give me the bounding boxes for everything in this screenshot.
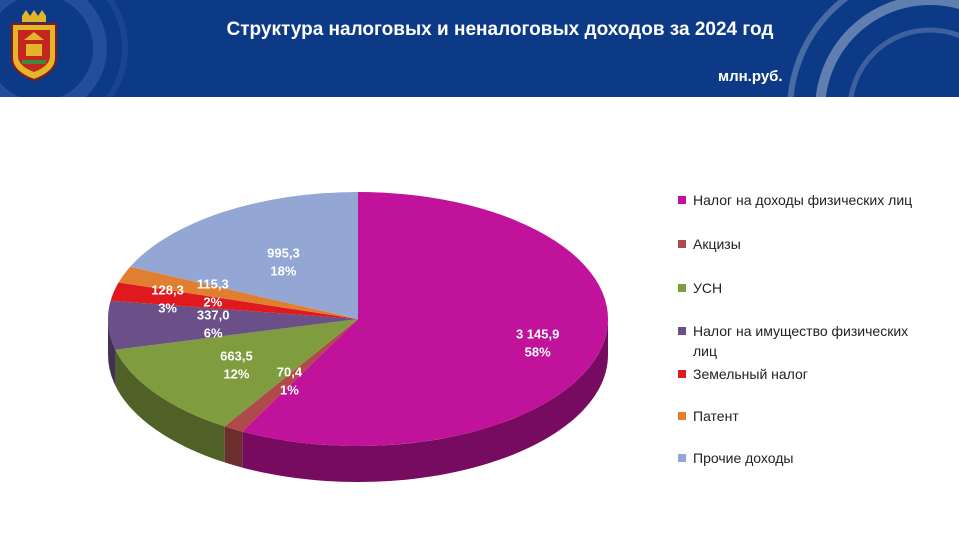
pie-slice-4: [110, 282, 358, 319]
legend-label: Налог на имущество физических лиц: [693, 323, 909, 359]
units-label: млн.руб.: [718, 68, 783, 85]
data-label-value-2: 663,5: [220, 349, 253, 364]
legend-item-property: Налог на имущество физических лиц: [678, 321, 933, 361]
data-label-percent-0: 58%: [525, 344, 551, 359]
legend-label: УСН: [693, 280, 723, 296]
legend-label: Акцизы: [693, 236, 741, 252]
data-label-percent-3: 6%: [204, 326, 223, 341]
pie-side-0: [242, 319, 608, 482]
legend-swatch: [678, 454, 686, 462]
pie-slices: [108, 192, 609, 446]
data-label-value-5: 115,3: [197, 276, 229, 291]
data-label-value-0: 3 145,9: [516, 326, 559, 341]
legend-item-patent: Патент: [678, 406, 933, 426]
legend-item-usn: УСН: [678, 278, 933, 298]
legend-swatch: [678, 412, 686, 420]
data-label-percent-4: 3%: [158, 301, 177, 316]
pie-chart: 3 145,9 58% 70,4 1% 663,5 12% 337,0 6% 128,3 3% 11…: [108, 192, 609, 482]
pie-data-labels: 3 145,9 58% 70,4 1% 663,5 12% 337,0 6% 128,3 3% 11…: [151, 245, 559, 397]
pie-side-2: [115, 349, 225, 463]
legend-swatch: [678, 327, 686, 335]
pie-slice-0: [242, 192, 609, 446]
page-title: Структура налоговых и неналоговых доходо…: [226, 19, 774, 40]
legend-swatch: [678, 196, 686, 204]
pie-slice-5: [118, 266, 359, 319]
data-label-value-4: 128,3: [151, 283, 184, 298]
legend-item-other: Прочие доходы: [678, 448, 933, 468]
legend-label: Патент: [693, 408, 739, 424]
legend-item-excise: Акцизы: [678, 234, 933, 254]
header-banner: Структура налоговых и неналоговых доходо…: [0, 0, 959, 97]
data-label-percent-2: 12%: [223, 367, 249, 382]
pie-slice-6: [130, 192, 358, 319]
coat-of-arms-logo: [11, 10, 57, 82]
legend-swatch: [678, 284, 686, 292]
pie-slice-3: [108, 300, 358, 350]
data-label-value-1: 70,4: [277, 365, 303, 380]
data-label-percent-5: 2%: [203, 294, 222, 309]
legend-item-land: Земельный налог: [678, 364, 933, 384]
data-label-value-6: 995,3: [267, 245, 300, 260]
pie-slice-1: [224, 319, 358, 432]
legend-label: Земельный налог: [693, 366, 808, 382]
legend-label: Налог на доходы физических лиц: [693, 192, 913, 208]
data-label-value-3: 337,0: [197, 308, 230, 323]
pie-sides: [108, 319, 608, 482]
data-label-percent-6: 18%: [270, 263, 296, 278]
legend-swatch: [678, 240, 686, 248]
legend-item-ndfl: Налог на доходы физических лиц: [678, 190, 933, 210]
pie-slice-2: [115, 319, 358, 427]
legend-label: Прочие доходы: [693, 450, 794, 466]
header-decoration: [0, 0, 959, 97]
legend-swatch: [678, 370, 686, 378]
pie-side-1: [224, 426, 243, 468]
data-label-percent-1: 1%: [280, 383, 299, 398]
pie-side-3: [108, 319, 116, 386]
